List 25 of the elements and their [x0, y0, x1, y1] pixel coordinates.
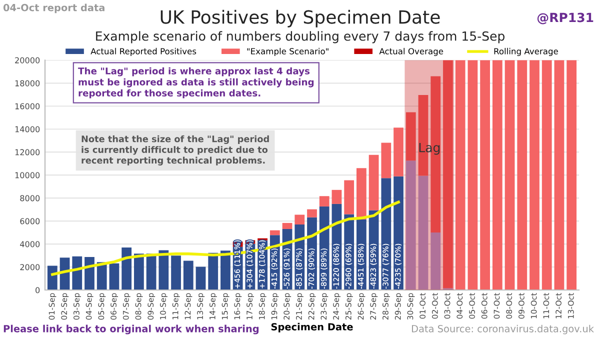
y-tick-label: 16000	[15, 103, 40, 110]
legend-label: Actual Overage	[379, 48, 444, 56]
legend-label: "Example Scenario"	[247, 48, 328, 56]
source-note: Data Source: coronavirus.data.gov.uk	[412, 324, 594, 334]
chart-subtitle: Example scenario of numbers doubling every 7 days from 15-Sep	[96, 31, 504, 44]
y-tick-label: 2000	[20, 264, 40, 270]
text: 04-Oct report data	[3, 4, 104, 14]
y-tick-label: 6000	[20, 218, 40, 224]
x-axis-title: Specimen Date	[271, 322, 353, 332]
y-tick-label: 10000	[15, 172, 40, 178]
y-tick-label: 12000	[15, 149, 40, 156]
annotation: The "Lag" period is where approx last 4 days must be ignored as data is still actively being reported for those specimen dates.	[78, 67, 314, 98]
y-tick-label: 18000	[15, 80, 40, 86]
y-tick-label: 0	[36, 287, 40, 294]
chart-title: UK Positives by Specimen Date	[160, 10, 440, 28]
legend-label: Rolling Average	[494, 48, 558, 56]
y-tick-label: 8000	[20, 195, 40, 202]
y-tick-label: 14000	[15, 126, 40, 132]
y-tick-label: 4000	[20, 241, 40, 248]
band-label: Lag	[419, 142, 440, 155]
legend-label: Actual Reported Positives	[90, 48, 196, 56]
y-tick-label: 20000	[15, 57, 40, 64]
annotation: Note that the size of the "Lag" period is currently difficult to predict due to recent reporting technical problems.	[82, 135, 269, 166]
text: Please link back to original work when sharing	[4, 324, 259, 334]
text: @RP131	[537, 12, 594, 24]
